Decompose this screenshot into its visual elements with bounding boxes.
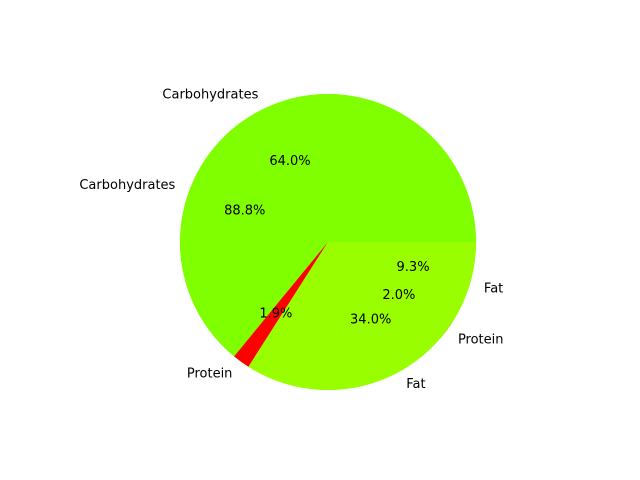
pie2-pct-carbohydrates: 88.8% (224, 204, 265, 219)
pie1-label-protein: Protein (187, 366, 233, 381)
pie1-pct-fat: 34.0% (350, 312, 391, 327)
pie-labels: Carbohydrates 88.8% Protein 2.0% Fat 9.3% Carb… (79, 87, 503, 392)
pie1-slice-carbohydrates (180, 93, 477, 357)
pie2-label-fat: Fat (484, 281, 503, 296)
pie1-label-carbohydrates: Carbohydrates (162, 87, 258, 102)
pie1-pct-protein: 1.9% (259, 306, 292, 321)
pie1-label-fat: Fat (406, 377, 425, 392)
pie1-pct-carbohydrates: 64.0% (269, 154, 310, 169)
pie2-pct-protein: 2.0% (382, 288, 415, 303)
pie2-label-carbohydrates: Carbohydrates (79, 178, 175, 193)
pie2-label-protein: Protein (458, 333, 504, 348)
pie-wedges (179, 93, 477, 391)
pie1-slice-protein (234, 242, 328, 367)
pie2-pct-fat: 9.3% (397, 260, 430, 275)
pie1-slice-fat (248, 242, 476, 391)
